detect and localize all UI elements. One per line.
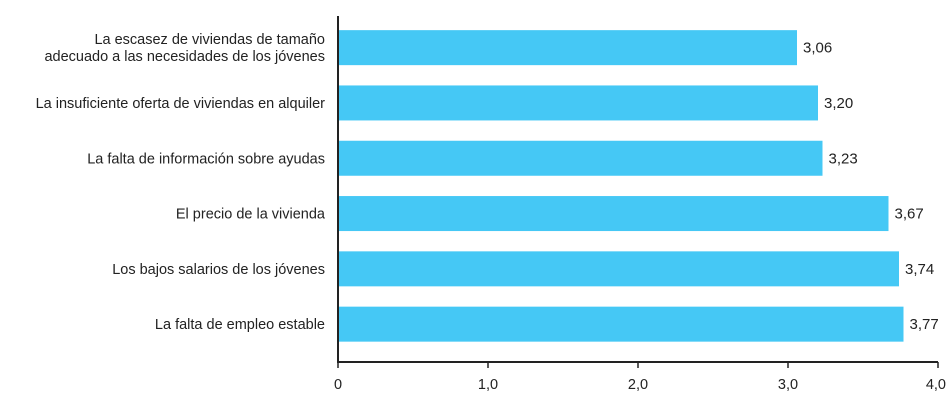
category-label-line: La insuficiente oferta de viviendas en a… (36, 96, 326, 112)
bar-5 (338, 306, 904, 342)
bar-3 (338, 196, 889, 232)
category-label-0: La escasez de viviendas de tamaño adecuad… (44, 32, 325, 65)
category-label-5: La falta de empleo estable (155, 317, 325, 333)
category-label-line: El precio de la vivienda (176, 207, 326, 223)
x-tick-label-1: 1,0 (478, 377, 498, 393)
x-tick-label-3: 3,0 (778, 377, 798, 393)
category-label-2: La falta de información sobre ayudas (87, 151, 325, 167)
category-label-line: Los bajos salarios de los jóvenes (112, 262, 325, 278)
x-tick-label-4: 4,0 (926, 377, 946, 393)
value-label-1: 3,20 (824, 95, 853, 112)
value-label-2: 3,23 (829, 150, 858, 167)
value-label-0: 3,06 (803, 40, 832, 57)
bars-group (338, 30, 904, 342)
bar-1 (338, 85, 818, 121)
x-axis-ticks: 0 1,0 2,0 3,0 4,0 (334, 362, 946, 393)
category-label-line: adecuado a las necesidades de los jóvene… (44, 49, 325, 65)
bar-2 (338, 140, 823, 176)
category-label-line: La falta de empleo estable (155, 317, 325, 333)
category-labels: La escasez de viviendas de tamaño adecuad… (36, 32, 326, 333)
category-label-4: Los bajos salarios de los jóvenes (112, 262, 325, 278)
value-label-4: 3,74 (905, 261, 934, 278)
category-label-1: La insuficiente oferta de viviendas en a… (36, 96, 326, 112)
category-label-line: La falta de información sobre ayudas (87, 151, 325, 167)
value-labels: 3,06 3,20 3,23 3,67 3,74 3,77 (803, 40, 939, 333)
bar-4 (338, 251, 899, 287)
bar-0 (338, 30, 797, 66)
x-tick-label-0: 0 (334, 377, 342, 393)
category-label-3: El precio de la vivienda (176, 207, 326, 223)
value-label-3: 3,67 (895, 206, 924, 223)
x-tick-label-2: 2,0 (628, 377, 648, 393)
value-label-5: 3,77 (910, 316, 939, 333)
category-label-line: La escasez de viviendas de tamaño (94, 32, 325, 48)
